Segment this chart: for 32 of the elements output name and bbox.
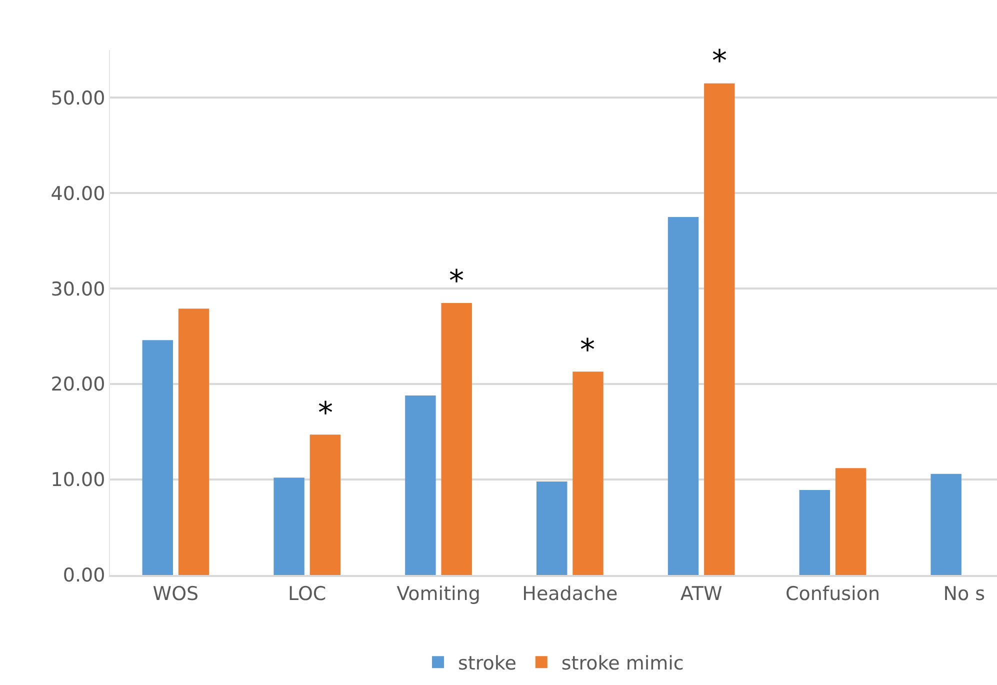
y-tick-label: 40.00 — [50, 182, 106, 205]
y-tick-label: 10.00 — [50, 469, 106, 492]
x-tick-label: No s — [943, 582, 986, 605]
legend-label: stroke mimic — [561, 652, 684, 675]
bar — [441, 302, 472, 575]
bar — [930, 474, 962, 575]
x-tick-label: Headache — [522, 582, 618, 605]
bar — [704, 83, 735, 575]
bar — [799, 490, 830, 575]
bar — [835, 468, 866, 575]
x-tick-label: Vomiting — [396, 582, 480, 605]
y-tick-label: 30.00 — [50, 278, 106, 300]
x-tick-label: Confusion — [785, 582, 880, 605]
annotation: * — [449, 264, 464, 299]
x-tick-label: ATW — [680, 582, 722, 605]
bar — [572, 372, 604, 575]
annotation: * — [318, 396, 333, 431]
annotation: * — [712, 44, 727, 79]
y-tick-label: 50.00 — [50, 87, 106, 110]
bar — [536, 481, 568, 575]
bar — [310, 434, 341, 575]
y-tick-label: 20.00 — [50, 374, 106, 396]
bar — [405, 396, 436, 575]
bar — [178, 308, 210, 575]
bar — [274, 478, 304, 575]
x-tick-label: LOC — [288, 582, 326, 605]
bar — [142, 340, 173, 575]
legend-label: stroke — [458, 652, 516, 675]
x-tick-label: WOS — [152, 582, 199, 605]
annotation: * — [580, 333, 595, 368]
bar — [668, 217, 699, 575]
y-tick-label: 0.00 — [62, 564, 106, 587]
